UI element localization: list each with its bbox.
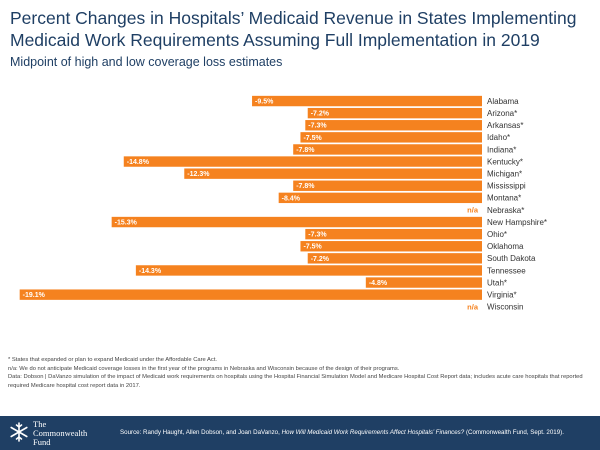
chart-subtitle: Midpoint of high and low coverage loss e… bbox=[10, 55, 283, 69]
data-label: -4.8% bbox=[369, 280, 388, 287]
bar bbox=[111, 216, 483, 228]
bar bbox=[19, 289, 483, 300]
bar bbox=[300, 132, 482, 143]
category-label: South Dakota bbox=[487, 254, 536, 263]
data-label: -14.8% bbox=[127, 159, 150, 166]
bar bbox=[307, 253, 482, 264]
category-label: Montana* bbox=[487, 194, 521, 203]
logo-line-3: Fund bbox=[33, 437, 51, 447]
data-label: -7.8% bbox=[296, 183, 315, 190]
snowflake-icon bbox=[10, 422, 28, 442]
category-label: Arizona* bbox=[487, 109, 517, 118]
source-prefix: Source: Randy Haught, Allen Dobson, and … bbox=[120, 429, 282, 436]
source-suffix: (Commonwealth Fund, Sept. 2019). bbox=[464, 429, 564, 436]
category-label: Oklahoma bbox=[487, 242, 524, 251]
data-label: -7.2% bbox=[311, 111, 330, 118]
bar bbox=[293, 144, 482, 155]
bar bbox=[305, 120, 482, 131]
data-label: -15.3% bbox=[115, 219, 138, 226]
footnote-na: n/a: We do not anticipate Medicaid cover… bbox=[8, 365, 400, 372]
source-citation: Source: Randy Haught, Allen Dobson, and … bbox=[120, 429, 595, 436]
logo-line-1: The bbox=[33, 419, 47, 429]
bar bbox=[307, 107, 482, 119]
bar bbox=[365, 277, 482, 288]
category-label: Alabama bbox=[487, 97, 519, 106]
bar-chart: -9.5% Alabama -7.2% Arizona* -7.3% Arkansas* -… bbox=[19, 95, 547, 312]
category-label: Wisconsin bbox=[487, 303, 523, 312]
footnote-data: Data: Dobson | DaVanzo simulation of the… bbox=[8, 374, 583, 389]
data-label: -7.8% bbox=[296, 147, 315, 154]
data-label: -12.3% bbox=[187, 171, 210, 178]
category-label: New Hampshire* bbox=[487, 218, 547, 227]
bar bbox=[300, 241, 482, 252]
data-label: -7.3% bbox=[308, 123, 327, 130]
bar bbox=[184, 168, 482, 179]
category-label: Michigan* bbox=[487, 169, 522, 178]
data-label: -19.1% bbox=[23, 292, 46, 299]
bar bbox=[278, 192, 482, 204]
commonwealth-fund-logo: The Commonwealth Fund bbox=[8, 419, 98, 447]
category-label: Nebraska* bbox=[487, 206, 524, 215]
data-label: -9.5% bbox=[255, 98, 274, 105]
bar bbox=[135, 265, 482, 276]
data-label: -7.2% bbox=[311, 256, 330, 263]
category-label: Kentucky* bbox=[487, 157, 523, 166]
data-label: n/a bbox=[467, 206, 479, 215]
data-label: -7.3% bbox=[308, 232, 327, 239]
bar bbox=[305, 228, 482, 240]
data-label: -14.3% bbox=[139, 268, 162, 275]
logo-line-2: Commonwealth bbox=[33, 428, 88, 438]
category-label: Utah* bbox=[487, 278, 507, 287]
bar bbox=[293, 180, 482, 191]
category-label: Indiana* bbox=[487, 145, 516, 154]
category-label: Virginia* bbox=[487, 290, 517, 299]
category-label: Ohio* bbox=[487, 230, 507, 239]
category-label: Mississippi bbox=[487, 182, 526, 191]
category-label: Arkansas* bbox=[487, 121, 523, 130]
footer-bar: The Commonwealth Fund Source: Randy Haug… bbox=[0, 416, 600, 450]
data-label: -7.5% bbox=[303, 135, 322, 142]
bar bbox=[252, 95, 482, 107]
footnote-asterisk: * States that expanded or plan to expand… bbox=[8, 357, 218, 363]
bar bbox=[123, 156, 482, 167]
data-label: -8.4% bbox=[282, 195, 301, 202]
footnotes: * States that expanded or plan to expand… bbox=[8, 356, 592, 390]
source-title: How Will Medicaid Work Requirements Affe… bbox=[281, 429, 465, 436]
category-label: Tennessee bbox=[487, 266, 526, 275]
category-label: Idaho* bbox=[487, 133, 510, 142]
data-label: n/a bbox=[467, 302, 479, 311]
chart-title: Percent Changes in Hospitals’ Medicaid R… bbox=[10, 8, 577, 50]
data-label: -7.5% bbox=[303, 244, 322, 251]
